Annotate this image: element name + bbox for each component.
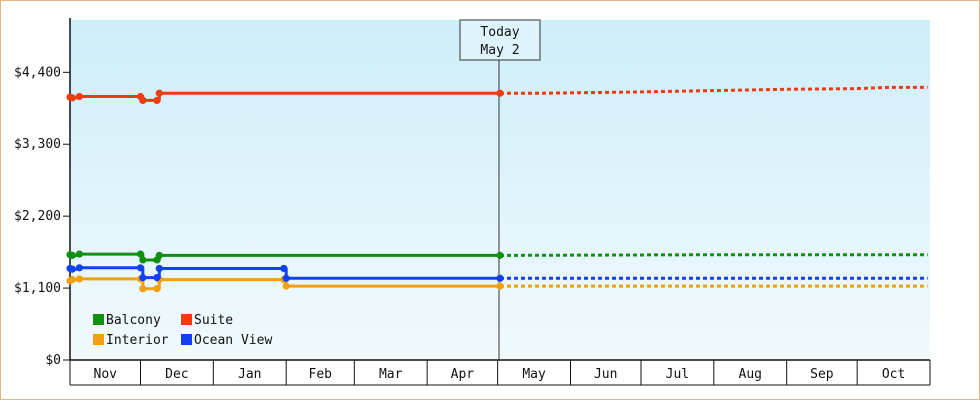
y-tick-label: $2,200 — [14, 209, 61, 224]
y-tick-label: $0 — [45, 353, 61, 368]
data-point-suite[interactable] — [155, 89, 163, 97]
data-point-ocean-view[interactable] — [282, 274, 290, 282]
data-point-suite[interactable] — [139, 96, 147, 105]
x-tick-label: Apr — [451, 367, 475, 382]
x-tick-label: Dec — [165, 367, 188, 382]
data-point-interior[interactable] — [75, 275, 83, 283]
data-point-balcony[interactable] — [139, 256, 147, 264]
x-tick-label: May — [522, 367, 546, 382]
data-point-ocean-view[interactable] — [136, 264, 145, 272]
data-point-ocean-view[interactable] — [155, 264, 163, 273]
data-point-interior[interactable] — [496, 282, 504, 290]
series-lines — [66, 85, 928, 293]
x-tick-label: Sep — [810, 367, 834, 382]
y-tick-label: $3,300 — [14, 137, 61, 152]
data-point-suite[interactable] — [496, 89, 504, 97]
data-point-suite[interactable] — [68, 94, 76, 102]
y-tick-label: $1,100 — [14, 281, 61, 296]
data-point-interior[interactable] — [68, 275, 76, 284]
data-point-suite[interactable] — [153, 96, 161, 105]
legend-swatch-balcony — [93, 314, 104, 325]
data-point-interior[interactable] — [153, 285, 161, 293]
data-point-suite[interactable] — [75, 92, 83, 101]
legend-swatch-interior — [93, 334, 104, 345]
today-label: Today — [480, 25, 519, 40]
data-point-balcony[interactable] — [155, 251, 163, 259]
data-point-ocean-view[interactable] — [280, 264, 288, 273]
today-marker: Today May 2 — [459, 19, 541, 360]
legend-swatch-suite — [181, 314, 192, 325]
today-label-box — [459, 19, 541, 61]
data-point-balcony[interactable] — [68, 251, 76, 259]
today-date: May 2 — [480, 43, 519, 58]
data-point-balcony[interactable] — [136, 250, 145, 258]
data-point-ocean-view[interactable] — [68, 265, 76, 273]
x-tick-label: Jan — [238, 367, 261, 382]
x-tick-label: Mar — [379, 367, 403, 382]
data-point-ocean-view[interactable] — [496, 274, 504, 282]
x-axis: Nov Dec Jan Feb Mar Apr May Jun Jul Aug Sep Oct — [69, 359, 931, 386]
data-point-interior[interactable] — [139, 285, 147, 293]
x-tick-label: Jun — [594, 367, 617, 382]
legend-swatch-ocean-view — [181, 334, 192, 345]
y-axis: $0 $1,100 $2,200 $3,300 $4,400 — [14, 18, 71, 368]
legend-label-suite: Suite — [194, 313, 233, 328]
legend: Balcony Suite Interior Ocean View — [93, 313, 272, 348]
data-point-balcony[interactable] — [75, 250, 83, 258]
legend-label-interior: Interior — [106, 333, 169, 348]
x-tick-label: Oct — [882, 367, 905, 382]
legend-label-balcony: Balcony — [106, 313, 161, 328]
x-tick-label: Aug — [739, 367, 762, 382]
data-point-ocean-view[interactable] — [75, 264, 83, 272]
plot-background — [70, 20, 930, 360]
data-point-ocean-view[interactable] — [139, 274, 147, 282]
x-tick-label: Feb — [309, 367, 333, 382]
forecast-line-suite — [500, 85, 928, 95]
x-tick-label: Nov — [94, 367, 118, 382]
y-tick-label: $4,400 — [14, 65, 61, 80]
data-point-balcony[interactable] — [496, 251, 504, 259]
legend-label-ocean-view: Ocean View — [194, 333, 272, 348]
forecast-line-balcony — [499, 253, 928, 257]
x-tick-label: Jul — [666, 367, 689, 382]
data-point-ocean-view[interactable] — [153, 274, 161, 282]
data-point-interior[interactable] — [282, 282, 290, 290]
